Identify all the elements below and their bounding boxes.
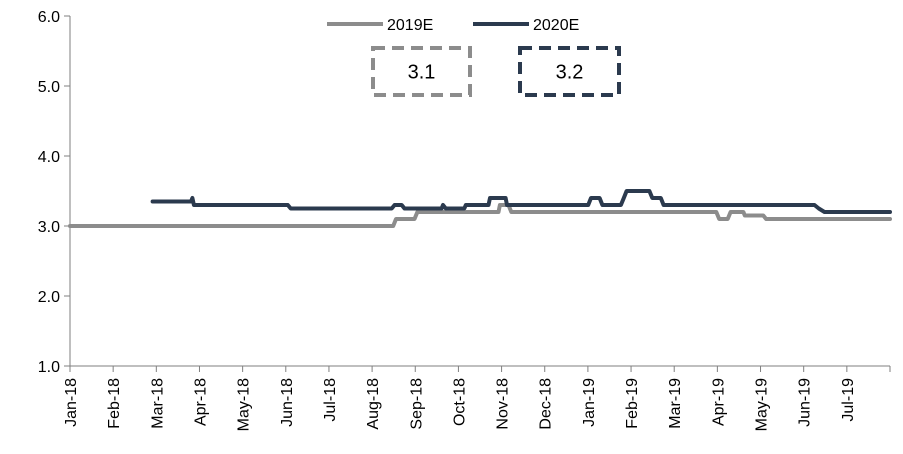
x-tick-label: Oct-18 <box>451 378 468 426</box>
series-2020e-line <box>150 189 892 214</box>
x-tick-label: Feb-19 <box>624 378 641 429</box>
series-lines <box>68 189 892 228</box>
y-tick-label: 6.0 <box>38 9 60 26</box>
series-2019e-line <box>68 203 892 228</box>
annotation-value-2019e: 3.1 <box>408 62 436 84</box>
x-tick-label: Apr-18 <box>192 378 209 426</box>
x-axis-ticks: Jan-18 Feb-18 Mar-18 Apr-18 May-18 Jun-18 Jul-… <box>63 366 891 431</box>
x-tick-label: Feb-18 <box>106 378 123 429</box>
annotation-box-2019e <box>371 46 472 97</box>
x-tick-label: Jul-18 <box>322 378 339 422</box>
x-tick-label: Aug-18 <box>365 378 382 430</box>
annotation-value-2020e: 3.2 <box>556 62 584 84</box>
annotation-box-2020e <box>518 46 621 97</box>
x-tick-label: Jun-19 <box>797 378 814 427</box>
x-tick-label: Apr-19 <box>710 378 727 426</box>
legend-label-2020e: 2020E <box>533 17 579 34</box>
y-tick-label: 5.0 <box>38 79 60 96</box>
y-axis-ticks: 1.0 2.0 3.0 4.0 5.0 6.0 <box>38 9 70 376</box>
x-tick-label: Mar-19 <box>667 378 684 429</box>
x-tick-label: Dec-18 <box>538 378 555 430</box>
axes <box>69 16 890 367</box>
y-tick-label: 4.0 <box>38 149 60 166</box>
y-tick-label: 2.0 <box>38 289 60 306</box>
x-tick-label: Jun-18 <box>279 378 296 427</box>
x-tick-label: Sep-18 <box>408 378 425 430</box>
x-tick-label: Jan-18 <box>63 378 80 427</box>
x-tick-label: May-19 <box>754 378 771 431</box>
legend-label-2019e: 2019E <box>387 17 433 34</box>
annotations: 3.1 3.2 <box>371 46 621 97</box>
x-tick-label: Mar-18 <box>149 378 166 429</box>
x-tick-label: Jan-19 <box>581 378 598 427</box>
y-tick-label: 3.0 <box>38 219 60 236</box>
x-tick-label: Jul-19 <box>840 378 857 422</box>
x-tick-label: Nov-18 <box>495 378 512 430</box>
y-tick-label: 1.0 <box>38 359 60 376</box>
x-tick-label: May-18 <box>236 378 253 431</box>
legend: 2019E 2020E <box>327 17 579 34</box>
